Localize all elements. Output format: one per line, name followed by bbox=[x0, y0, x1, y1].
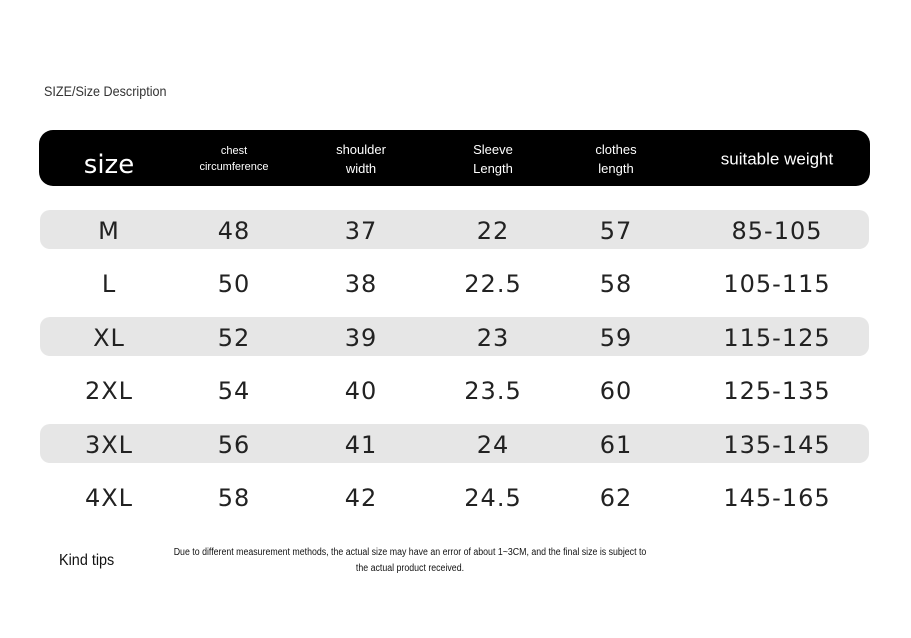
table-cell: 57 bbox=[599, 217, 633, 245]
table-cell: 24 bbox=[476, 430, 510, 459]
table-cell: 54 bbox=[217, 377, 251, 406]
header-line: circumference bbox=[199, 161, 269, 173]
header-cell: suitable weight bbox=[721, 148, 833, 173]
table-cell: 52 bbox=[217, 323, 251, 352]
header-line: clothes bbox=[595, 142, 637, 158]
header-cell: chest circumference bbox=[199, 144, 268, 176]
table-cell: XL bbox=[93, 323, 125, 352]
table-cell: 23 bbox=[476, 323, 510, 352]
table-cell: 22.5 bbox=[464, 270, 522, 299]
table-cell: 23.5 bbox=[464, 377, 522, 406]
table-cell: 125-135 bbox=[723, 377, 831, 406]
table-cell: 62 bbox=[599, 484, 633, 512]
row-band bbox=[40, 210, 869, 249]
title: SIZE/Size Description bbox=[44, 83, 167, 99]
table-cell: 39 bbox=[344, 323, 378, 352]
header-line: Sleeve bbox=[473, 142, 513, 158]
header-line: Length bbox=[473, 161, 513, 176]
header-cell: Sleeve Length bbox=[473, 141, 513, 179]
table-cell: L bbox=[101, 270, 117, 299]
table-cell: 105-115 bbox=[723, 270, 831, 299]
table-cell: 22 bbox=[476, 217, 510, 245]
table-cell: 50 bbox=[217, 270, 251, 299]
header-line: width bbox=[345, 161, 377, 176]
table-cell: 60 bbox=[599, 377, 633, 406]
table-cell: 42 bbox=[344, 484, 378, 512]
header-cell: clothes length bbox=[595, 141, 636, 179]
table-cell: 59 bbox=[599, 323, 633, 352]
table-cell: 56 bbox=[217, 430, 251, 459]
table-cell: 3XL bbox=[84, 430, 134, 459]
header-cell: size bbox=[84, 147, 134, 185]
table-cell: 135-145 bbox=[723, 430, 831, 459]
header-line: suitable weight bbox=[720, 149, 834, 169]
tips-label: Kind tips bbox=[59, 552, 115, 569]
table-cell: 115-125 bbox=[723, 323, 831, 352]
table-cell: 41 bbox=[344, 430, 378, 459]
table-cell: 145-165 bbox=[723, 484, 831, 512]
row-band bbox=[40, 423, 869, 463]
header-bar bbox=[39, 130, 870, 186]
table-cell: M bbox=[98, 217, 120, 245]
tips-text: Due to different measurement methods, th… bbox=[173, 547, 647, 574]
table-cell: 24.5 bbox=[464, 484, 522, 512]
row-band bbox=[40, 316, 869, 356]
header-line: size bbox=[83, 150, 135, 181]
header-line: shoulder bbox=[336, 142, 386, 158]
header-line: length bbox=[598, 161, 634, 176]
table-cell: 4XL bbox=[84, 484, 134, 512]
header-cell: shoulder width bbox=[336, 141, 386, 179]
table-cell: 40 bbox=[344, 377, 378, 406]
table-cell: 61 bbox=[599, 430, 633, 459]
table-cell: 2XL bbox=[84, 377, 134, 406]
table-cell: 85-105 bbox=[731, 217, 823, 245]
table-cell: 58 bbox=[217, 484, 251, 512]
table-cell: 48 bbox=[217, 217, 251, 245]
header-line: chest bbox=[220, 145, 248, 158]
table-cell: 37 bbox=[344, 217, 378, 245]
table-cell: 38 bbox=[344, 270, 378, 299]
table-cell: 58 bbox=[599, 270, 633, 299]
